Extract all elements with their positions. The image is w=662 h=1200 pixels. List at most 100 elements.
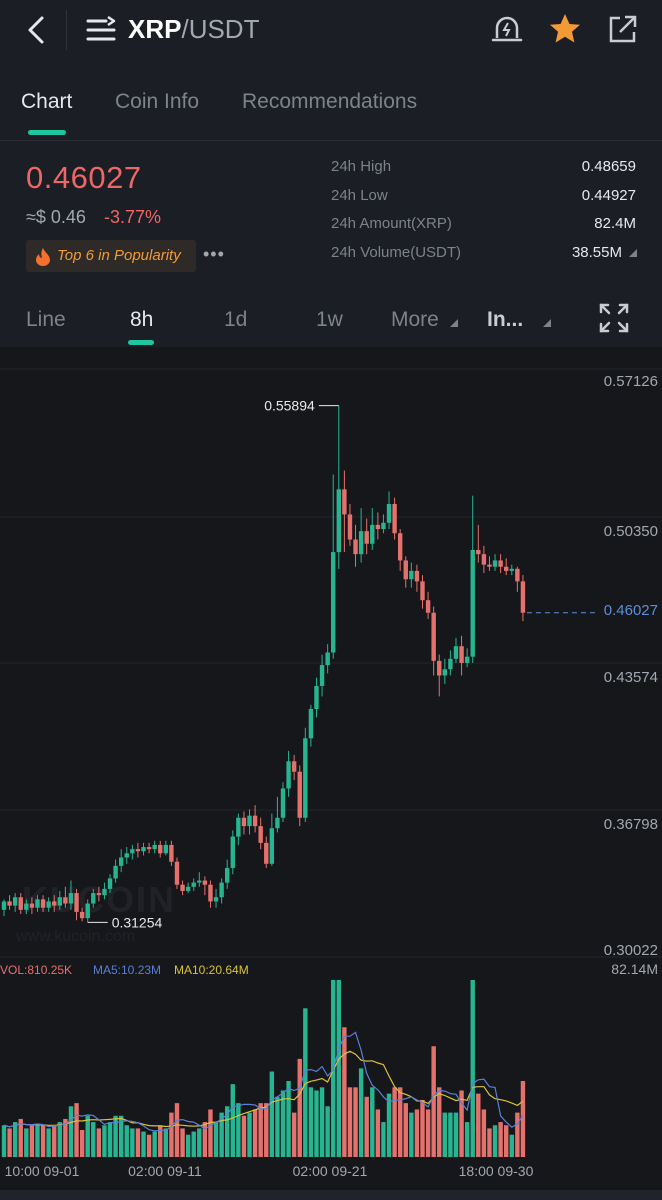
candle-body bbox=[252, 815, 258, 827]
volume-bar bbox=[91, 1122, 96, 1157]
candle-body bbox=[163, 844, 169, 854]
candle-body bbox=[52, 901, 57, 906]
candle-body bbox=[158, 844, 163, 854]
candle-body bbox=[269, 828, 275, 864]
candle-body bbox=[481, 554, 487, 565]
alert-bell-icon[interactable] bbox=[490, 12, 524, 46]
candle-body bbox=[225, 867, 230, 883]
volume-bar bbox=[63, 1118, 68, 1157]
interval-1d[interactable]: 1d bbox=[224, 308, 248, 331]
volume-bar bbox=[141, 1131, 146, 1157]
volume-bar bbox=[118, 1115, 124, 1157]
candle-body bbox=[515, 568, 520, 582]
candle-body bbox=[18, 897, 23, 910]
candle-body bbox=[124, 853, 129, 858]
kline-chart[interactable]: KUCOIN www.kucoin.com 0.57126 0.50350 0.46… bbox=[0, 347, 662, 1190]
candle-body bbox=[91, 893, 96, 904]
candle-body bbox=[113, 865, 118, 879]
interval-1w[interactable]: 1w bbox=[316, 308, 343, 331]
volume-bar bbox=[96, 1128, 102, 1157]
interval-line[interactable]: Line bbox=[26, 308, 66, 331]
candle-body bbox=[264, 842, 269, 864]
fire-icon bbox=[36, 248, 50, 266]
time-axis-label: 10:00 09-01 bbox=[5, 1163, 80, 1179]
stat-24h-high-value: 0.48659 bbox=[581, 158, 636, 175]
volume-bar bbox=[252, 1109, 258, 1157]
menu-icon[interactable] bbox=[86, 16, 116, 44]
volume-bar bbox=[403, 1103, 408, 1157]
more-dots-icon[interactable]: ••• bbox=[203, 244, 225, 264]
candle-body bbox=[280, 788, 286, 818]
watermark-url: www.kucoin.com bbox=[15, 928, 135, 945]
star-icon[interactable] bbox=[548, 12, 582, 46]
interval-8h[interactable]: 8h bbox=[130, 308, 154, 331]
volume-bar bbox=[52, 1125, 57, 1157]
candle-body bbox=[431, 612, 436, 661]
interval-bar: Line 8h 1d 1w More In... bbox=[0, 292, 662, 347]
volume-bar bbox=[437, 1087, 442, 1157]
volume-bar bbox=[264, 1103, 269, 1157]
ma5-label: MA5:10.23M bbox=[93, 963, 161, 977]
high-marker-label: 0.55894 bbox=[264, 398, 315, 414]
volume-bar bbox=[498, 1122, 503, 1157]
candle-body bbox=[57, 897, 62, 906]
candle-body bbox=[40, 899, 46, 908]
candle-body bbox=[96, 893, 102, 896]
interval-more[interactable]: More bbox=[391, 308, 439, 331]
candle-body bbox=[219, 882, 224, 898]
volume-bar bbox=[286, 1081, 291, 1157]
volume-bar bbox=[397, 1087, 403, 1157]
candle-body bbox=[24, 903, 29, 910]
ma10-line bbox=[3, 1050, 524, 1128]
indicator-selector[interactable]: In... bbox=[487, 308, 524, 331]
volume-bar bbox=[291, 1112, 297, 1157]
candle-body bbox=[509, 568, 514, 571]
kline-chart-svg[interactable]: KUCOIN www.kucoin.com 0.57126 0.50350 0.46… bbox=[0, 347, 662, 1190]
candle-body bbox=[29, 903, 35, 908]
tab-coin-info[interactable]: Coin Info bbox=[115, 90, 200, 113]
price-axis-label: 0.43574 bbox=[604, 669, 658, 686]
volume-bar bbox=[358, 1068, 364, 1157]
candle-body bbox=[118, 857, 124, 866]
trading-pair[interactable]: XRP/USDT bbox=[128, 14, 259, 45]
candle-body bbox=[202, 880, 208, 885]
price-axis-label: 0.36798 bbox=[604, 816, 658, 833]
volume-bar bbox=[124, 1125, 129, 1157]
volume-bar bbox=[130, 1128, 135, 1157]
volume-bar bbox=[342, 1027, 347, 1157]
stat-24h-amount-value: 82.4M bbox=[594, 215, 636, 232]
candle-body bbox=[392, 503, 397, 534]
volume-bar bbox=[314, 1090, 319, 1157]
volume-bar bbox=[303, 1008, 308, 1157]
tab-recommendations[interactable]: Recommendations bbox=[242, 90, 418, 113]
popularity-badge[interactable]: Top 6 in Popularity bbox=[26, 240, 196, 272]
candle-body bbox=[146, 847, 152, 850]
volume-bar bbox=[481, 1109, 487, 1157]
fullscreen-icon[interactable] bbox=[598, 302, 630, 334]
volume-bar bbox=[169, 1112, 174, 1157]
volume-bar bbox=[1, 1125, 7, 1157]
candle-body bbox=[208, 884, 213, 902]
volume-bar bbox=[269, 1071, 275, 1157]
volume-bar bbox=[152, 1131, 157, 1157]
top-bar: XRP/USDT bbox=[0, 0, 662, 62]
share-icon[interactable] bbox=[606, 12, 640, 46]
candle-body bbox=[191, 882, 196, 887]
last-price: 0.46027 bbox=[26, 160, 142, 195]
candle-body bbox=[453, 646, 459, 659]
volume-bar bbox=[219, 1112, 224, 1157]
tab-chart[interactable]: Chart bbox=[21, 90, 73, 113]
chevron-left-icon[interactable] bbox=[22, 14, 50, 46]
volume-bar bbox=[29, 1125, 35, 1157]
volume-bar bbox=[46, 1128, 51, 1157]
candle-body bbox=[476, 549, 481, 555]
volume-bar bbox=[57, 1122, 62, 1157]
volume-bar bbox=[453, 1112, 459, 1157]
volume-bar bbox=[74, 1103, 79, 1157]
candle-body bbox=[470, 549, 475, 657]
candle-body bbox=[448, 658, 453, 670]
candle-body bbox=[135, 849, 141, 852]
volume-bar bbox=[247, 1112, 252, 1157]
candle-body bbox=[230, 836, 235, 868]
candle-body bbox=[79, 911, 85, 919]
